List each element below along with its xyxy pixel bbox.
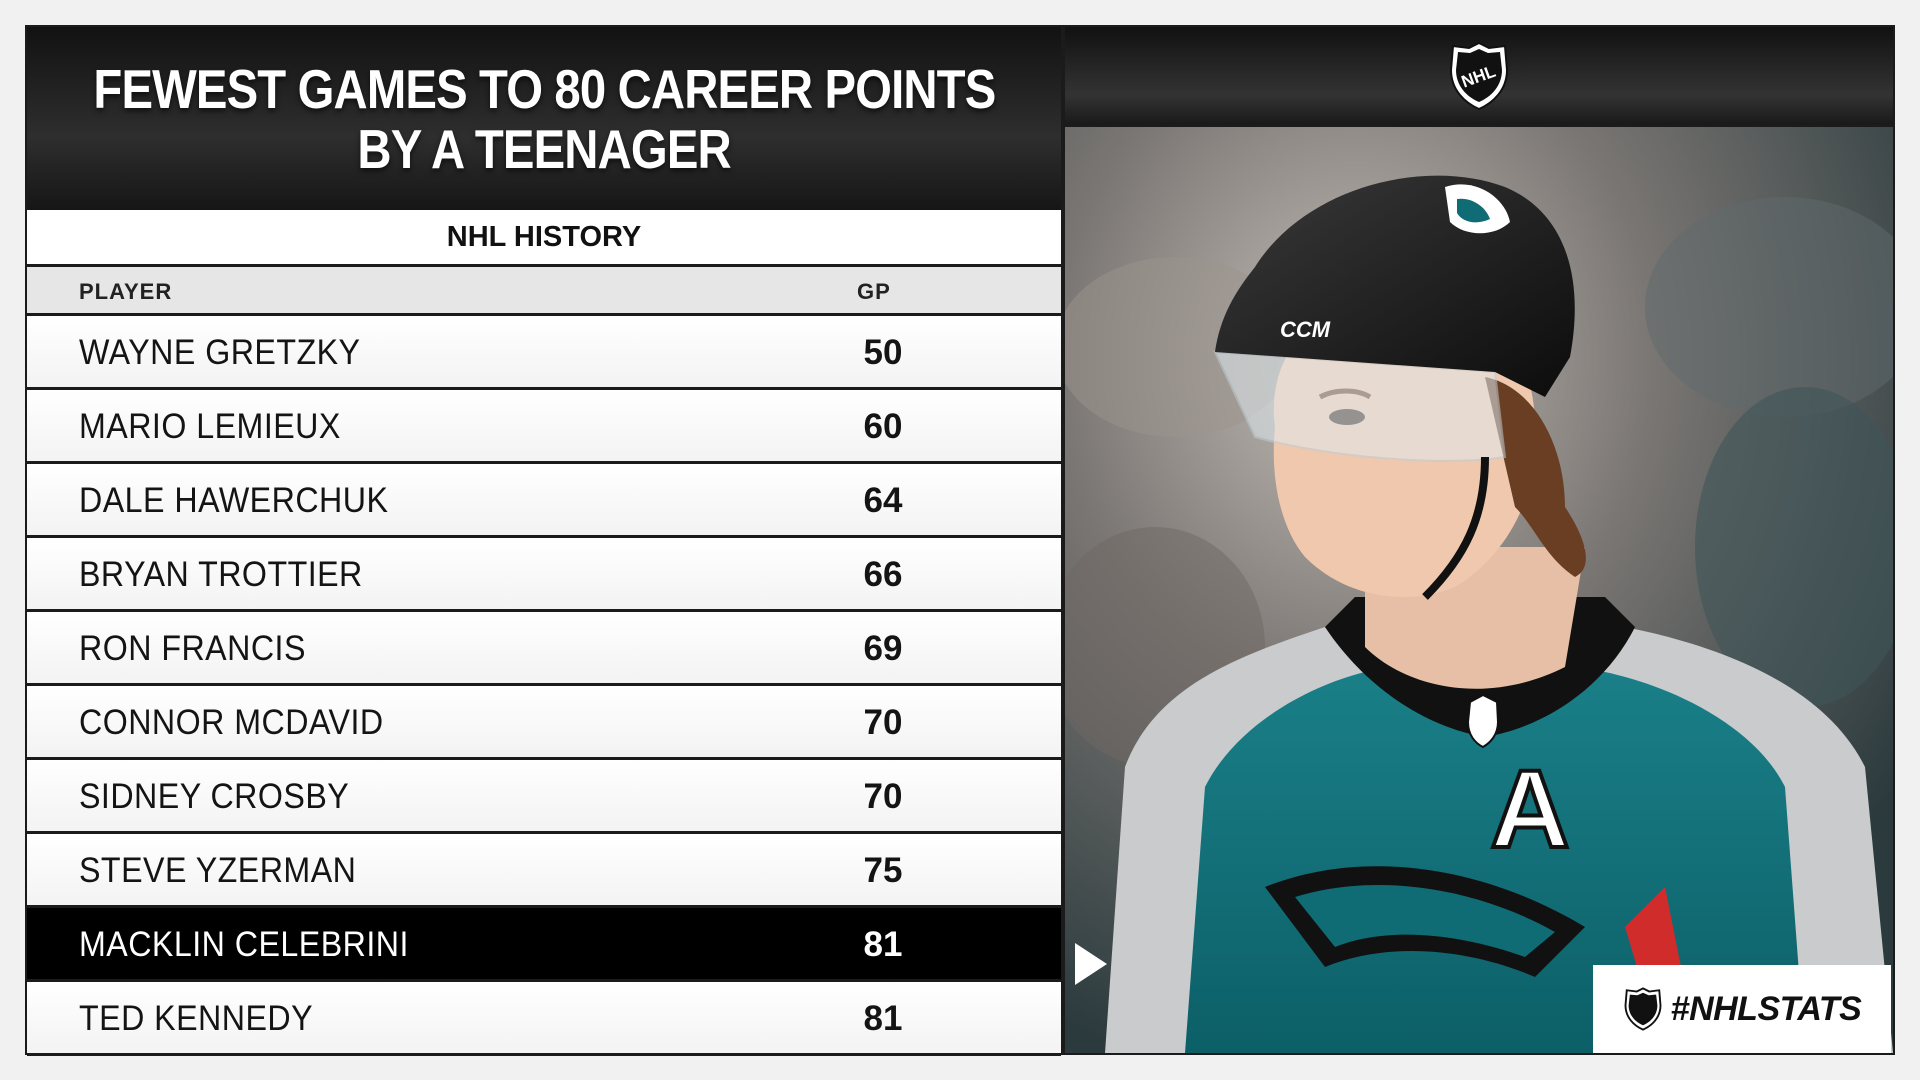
games-played: 64 (863, 481, 903, 520)
player-name: STEVE YZERMAN (79, 851, 357, 890)
title-line-1: FEWEST GAMES TO 80 CAREER POINTS (93, 57, 996, 120)
player-name: WAYNE GRETZKY (79, 333, 361, 372)
games-played: 69 (863, 629, 903, 668)
player-column-header: PLAYER (79, 279, 173, 304)
player-name: DALE HAWERCHUK (79, 481, 389, 520)
games-played: 66 (863, 555, 903, 594)
table-row-highlighted: MACKLIN CELEBRINI 81 (27, 908, 1061, 982)
table-row: MARIO LEMIEUX 60 (27, 390, 1061, 464)
player-name: RON FRANCIS (79, 629, 306, 668)
column-header: PLAYER GP (27, 267, 1061, 316)
photo-panel: NHL (1065, 27, 1893, 1053)
games-played: 81 (863, 925, 903, 964)
games-played: 50 (863, 333, 903, 372)
games-played: 70 (863, 703, 903, 742)
player-name: TED KENNEDY (79, 999, 314, 1038)
captain-letter: A (1490, 748, 1569, 871)
player-name: MARIO LEMIEUX (79, 407, 341, 446)
games-played: 75 (863, 851, 903, 890)
player-name: MACKLIN CELEBRINI (79, 925, 409, 964)
table-row: RON FRANCIS 69 (27, 612, 1061, 686)
stats-panel: FEWEST GAMES TO 80 CAREER POINTS BY A TE… (27, 27, 1061, 1056)
table-row: SIDNEY CROSBY 70 (27, 760, 1061, 834)
hashtag-watermark: #NHLSTATS (1593, 965, 1891, 1053)
hashtag-text: #NHLSTATS (1670, 989, 1862, 1028)
graphic-frame: FEWEST GAMES TO 80 CAREER POINTS BY A TE… (25, 25, 1895, 1056)
table-row: DALE HAWERCHUK 64 (27, 464, 1061, 538)
player-name: BRYAN TROTTIER (79, 555, 363, 594)
player-name: SIDNEY CROSBY (79, 777, 350, 816)
player-name: CONNOR MCDAVID (79, 703, 384, 742)
player-photo: A CCM (1065, 127, 1893, 1053)
logo-bar: NHL (1065, 27, 1893, 124)
table-row: WAYNE GRETZKY 50 (27, 316, 1061, 390)
table-row: BRYAN TROTTIER 66 (27, 538, 1061, 612)
table-row: STEVE YZERMAN 75 (27, 834, 1061, 908)
title-banner: FEWEST GAMES TO 80 CAREER POINTS BY A TE… (27, 27, 1061, 210)
section-label: NHL HISTORY (27, 210, 1061, 267)
table-row: CONNOR MCDAVID 70 (27, 686, 1061, 760)
player-illustration: A CCM (1065, 127, 1893, 1053)
highlight-pointer-icon (1075, 943, 1107, 985)
gp-column-header: GP (857, 279, 891, 304)
nhl-shield-small-icon (1624, 987, 1662, 1031)
table-row: TED KENNEDY 81 (27, 982, 1061, 1056)
nhl-shield-icon: NHL (1449, 41, 1509, 110)
games-played: 70 (863, 777, 903, 816)
helmet-brand: CCM (1280, 317, 1331, 342)
games-played: 81 (863, 999, 903, 1038)
title-line-2: BY A TEENAGER (357, 117, 731, 180)
games-played: 60 (863, 407, 903, 446)
player-table: WAYNE GRETZKY 50 MARIO LEMIEUX 60 DALE H… (27, 316, 1061, 1056)
